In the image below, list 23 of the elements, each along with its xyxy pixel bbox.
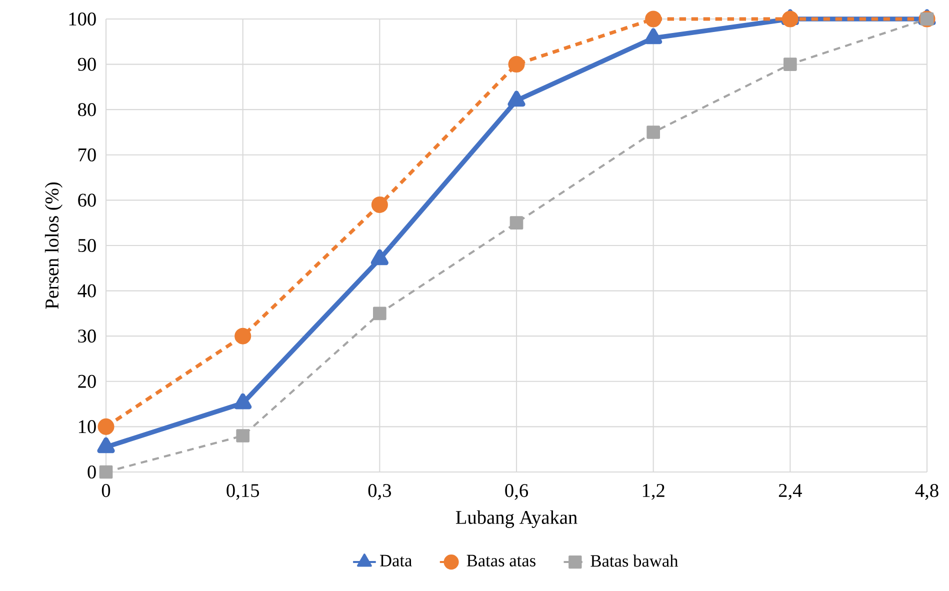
x-tick-label: 0,3: [368, 484, 391, 500]
legend-label: Batas atas: [466, 554, 536, 566]
y-tick-label: 30: [78, 330, 96, 343]
x-tick-label: 2,4: [778, 484, 802, 500]
x-axis-title: Lubang Ayakan: [456, 510, 578, 528]
y-tick-label: 70: [78, 148, 96, 162]
y-tick-label: 20: [78, 374, 96, 388]
x-tick-label: 0: [102, 484, 110, 498]
y-tick-label: 40: [78, 284, 96, 298]
y-tick-label: 90: [78, 58, 96, 71]
x-tick-label: 1,2: [642, 484, 664, 500]
legend-label: Data: [380, 554, 412, 566]
x-tick-label: 4,8: [915, 484, 938, 500]
y-axis-title: Persen lolos (%): [44, 182, 62, 309]
y-tick-label: 10: [78, 420, 96, 434]
y-tick-label: 100: [69, 12, 96, 26]
x-tick-label: 0,6: [505, 484, 528, 500]
x-tick-label: 0,15: [226, 484, 259, 500]
y-tick-label: 60: [78, 194, 96, 207]
legend-label: Batas bawah: [590, 554, 678, 567]
y-tick-label: 80: [78, 103, 96, 116]
y-tick-label: 0: [88, 465, 96, 479]
y-tick-label: 50: [78, 238, 96, 252]
